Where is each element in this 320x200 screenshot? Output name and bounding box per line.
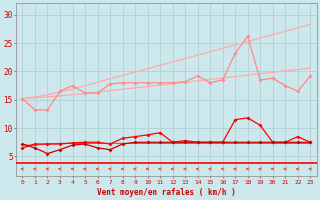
- X-axis label: Vent moyen/en rafales ( km/h ): Vent moyen/en rafales ( km/h ): [97, 188, 236, 197]
